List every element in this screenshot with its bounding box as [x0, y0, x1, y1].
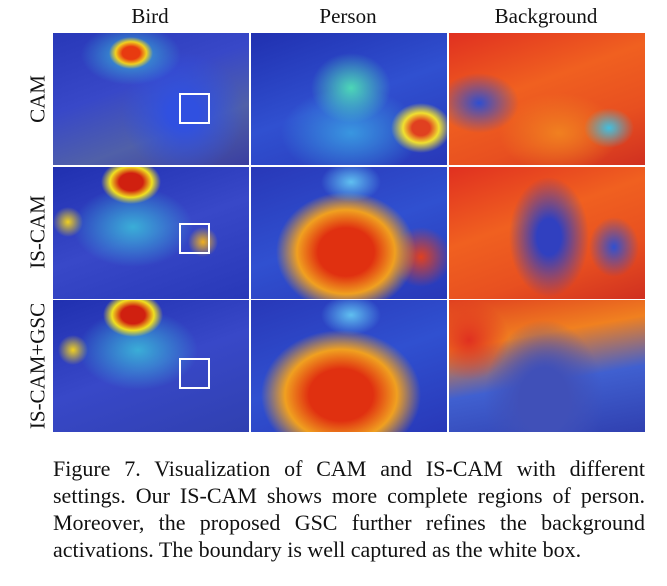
- heatmap: [53, 167, 249, 299]
- column-header: Background: [494, 4, 598, 28]
- row-label-text: CAM: [25, 75, 50, 123]
- column-header: Person: [319, 4, 377, 28]
- white-box: [179, 223, 210, 254]
- heatmap: [251, 33, 447, 165]
- heatmap: [251, 167, 447, 299]
- column-header: Bird: [131, 4, 169, 28]
- heatmap: [449, 33, 645, 165]
- row-label-text: IS-CAM: [25, 195, 50, 269]
- heatmap: [251, 300, 447, 432]
- row-label-text: IS-CAM+GSC: [25, 302, 50, 430]
- heatmap: [449, 167, 645, 299]
- white-box: [179, 93, 210, 124]
- heatmap: [53, 33, 249, 165]
- white-box: [179, 358, 210, 389]
- caption: Figure 7. Visualization of CAM and IS-CA…: [53, 456, 645, 562]
- heatmap: [53, 300, 249, 432]
- heatmap: [449, 300, 645, 432]
